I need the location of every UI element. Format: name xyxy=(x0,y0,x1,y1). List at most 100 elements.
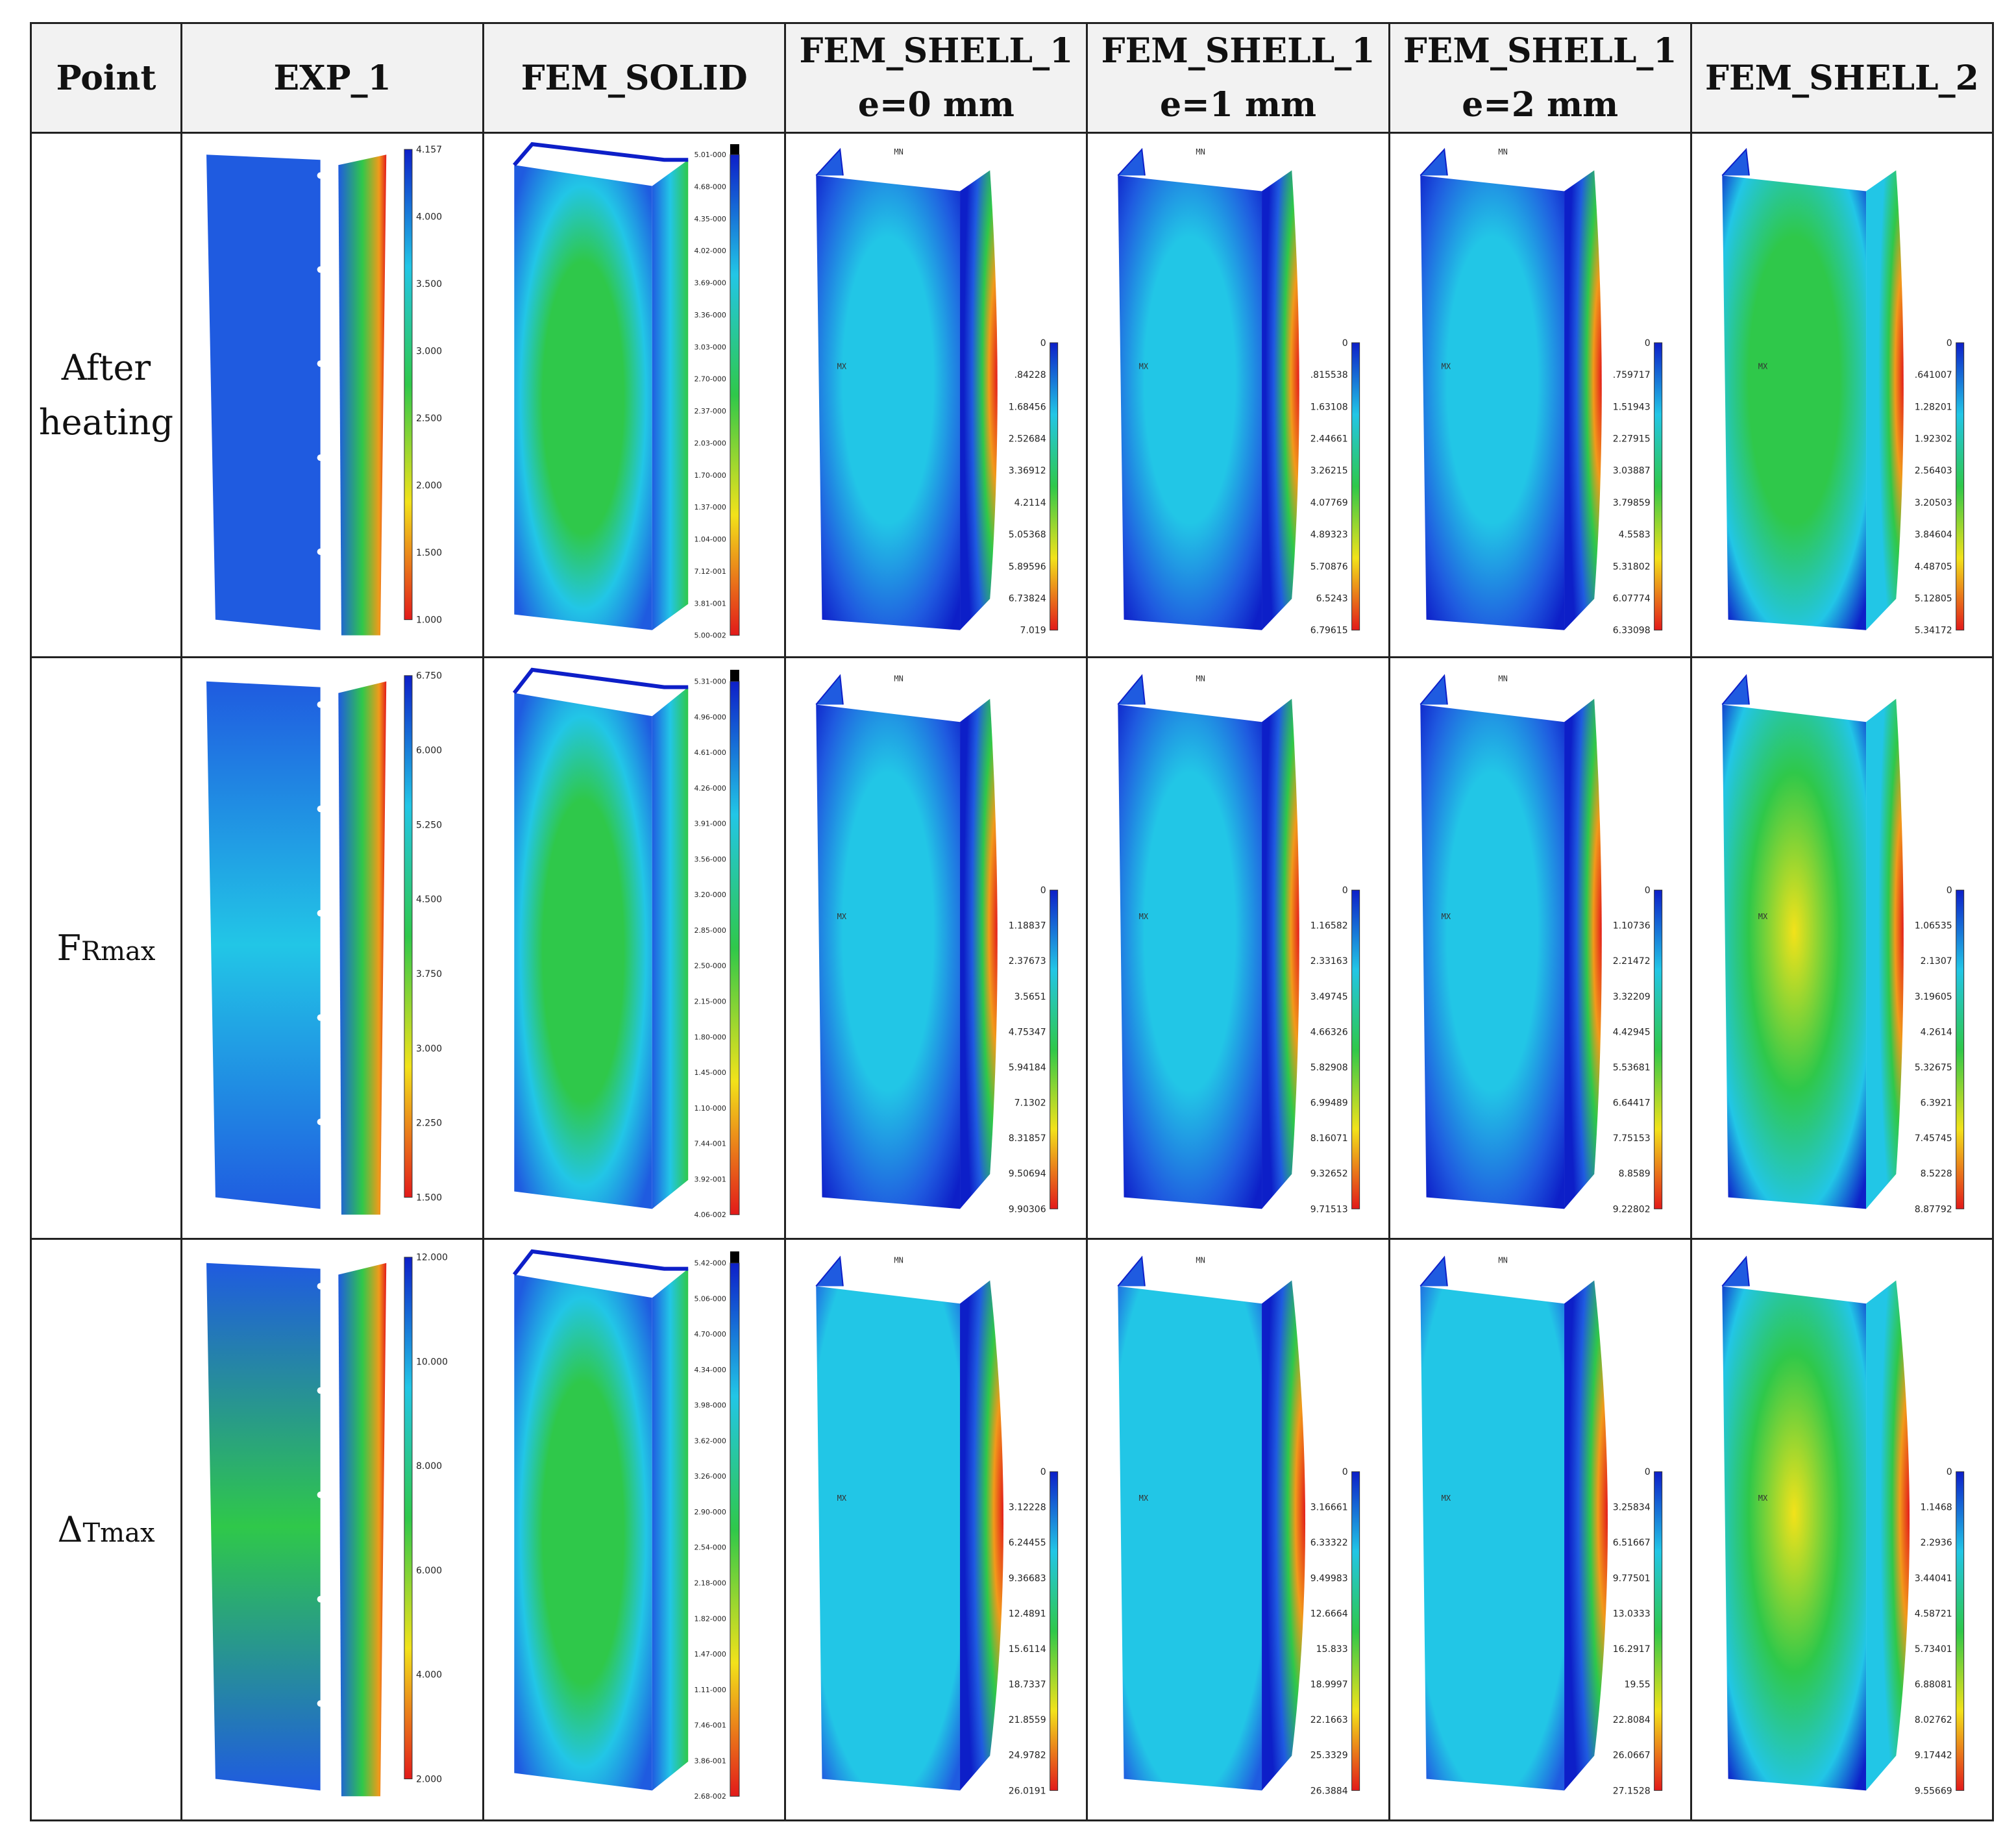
scale-tick-label: .84228 xyxy=(1014,370,1046,380)
scale-tick-label: 12.4891 xyxy=(1009,1609,1046,1620)
scale-tick-label: 1.04-000 xyxy=(695,536,726,544)
shell-flange xyxy=(1420,674,1448,706)
scale-tick-label: 9.50694 xyxy=(1009,1169,1046,1179)
color-scale-bar xyxy=(730,1263,740,1797)
missing-point xyxy=(317,549,324,556)
cell-shell1-e1: MN MX 0 3.16661 6.33322 9.49983 12.6664 15.833 1… xyxy=(1088,1240,1388,1819)
scale-tick-label: 3.36-000 xyxy=(695,311,726,319)
scale-tick-label: 5.250 xyxy=(416,820,442,831)
scale-tick-label: 9.17442 xyxy=(1915,1751,1952,1761)
contour-plot: MN MX 0 .84228 1.68456 2.52684 3.36912 4.2114 5.… xyxy=(815,148,1059,636)
scale-top-cap xyxy=(730,144,740,156)
shell-main-face xyxy=(1118,1286,1262,1791)
shell-main-face xyxy=(1118,704,1262,1209)
color-scale-bar xyxy=(404,149,413,621)
scale-tick-label: 5.31-000 xyxy=(695,678,726,686)
cell-shell1-e2: MN MX 0 .759717 1.51943 2.27915 3.03887 3.79859… xyxy=(1390,134,1690,656)
scale-tick-label: 9.90306 xyxy=(1009,1205,1046,1215)
solid-side-face xyxy=(652,1269,689,1791)
missing-point xyxy=(317,266,324,273)
missing-point xyxy=(329,1352,336,1359)
cell-shell1-e2: MN MX 0 3.25834 6.51667 9.77501 13.0333 16.2917… xyxy=(1390,1240,1690,1819)
scale-tick-label: 9.77501 xyxy=(1612,1573,1650,1584)
scale-tick-label: 9.22802 xyxy=(1612,1205,1650,1215)
missing-point xyxy=(317,1596,324,1603)
scale-tick-label: 6.5243 xyxy=(1316,594,1348,604)
scale-tick-label: 0 xyxy=(1947,1467,1952,1477)
mn-marker: MN xyxy=(894,148,904,157)
scale-tick-label: 8.5228 xyxy=(1920,1169,1952,1179)
scale-tick-label: 2.44661 xyxy=(1310,434,1348,445)
scale-tick-label: 3.16661 xyxy=(1310,1503,1348,1513)
shell-flange xyxy=(1721,1255,1750,1287)
exp-main-face xyxy=(206,682,321,1209)
scale-tick-label: 6.33322 xyxy=(1310,1538,1348,1549)
scale-tick-label: 5.34172 xyxy=(1915,626,1952,636)
scale-tick-label: 12.6664 xyxy=(1310,1609,1348,1620)
scale-tick-label: 9.55669 xyxy=(1915,1786,1952,1797)
scale-tick-label: 4.26-000 xyxy=(695,784,726,793)
row-label-line1: After xyxy=(61,347,151,389)
shell-side-face xyxy=(1262,698,1300,1209)
scale-tick-label: 3.62-000 xyxy=(695,1437,726,1446)
header-row: Point EXP_1 FEM_SOLID FEM_SHELL_1 e=0 mm … xyxy=(30,21,1995,134)
scale-tick-label: 3.86-001 xyxy=(695,1757,726,1766)
missing-point xyxy=(317,1700,324,1707)
scale-tick-label: 2.33163 xyxy=(1310,957,1348,967)
scale-top-cap xyxy=(730,670,740,682)
scale-tick-label: 6.51667 xyxy=(1612,1538,1650,1549)
mn-marker: MN xyxy=(1498,674,1507,684)
shell-main-face xyxy=(1722,1286,1866,1791)
scale-tick-label: 13.0333 xyxy=(1612,1609,1650,1620)
scale-tick-label: 18.9997 xyxy=(1310,1680,1348,1690)
scale-tick-label: 5.53681 xyxy=(1612,1063,1650,1073)
scale-tick-label: 4.66326 xyxy=(1310,1028,1348,1038)
scale-tick-label: 1.10736 xyxy=(1612,921,1650,931)
header-shell0-line2: e=0 mm xyxy=(857,85,1014,125)
mx-marker: MX xyxy=(1441,1494,1451,1503)
contour-plot: MN MX 0 1.10736 2.21472 3.32209 4.42945 5.53681… xyxy=(1420,674,1662,1215)
scale-tick-label: 4.58721 xyxy=(1915,1609,1952,1620)
scale-tick-label: 3.5651 xyxy=(1014,992,1046,1002)
contour-plot: MN MX 0 3.16661 6.33322 9.49983 12.6664 15.833 1… xyxy=(1117,1255,1360,1797)
shell-side-face xyxy=(1865,170,1904,631)
scale-tick-label: 0 xyxy=(1342,338,1348,349)
missing-point xyxy=(329,517,336,524)
missing-point xyxy=(323,1318,330,1325)
scale-tick-label: 1.000 xyxy=(416,615,442,626)
row-label-dtmax: ΔTmax xyxy=(30,1238,182,1822)
header-shell2-line2: e=2 mm xyxy=(1462,85,1619,125)
cell-exp: 6.750 6.000 5.250 4.500 3.750 3.000 2.250 1.500 xyxy=(182,658,482,1238)
scale-tick-label: 1.80-000 xyxy=(695,1033,726,1042)
scale-tick-label: 0 xyxy=(1342,885,1348,896)
missing-point xyxy=(329,1084,336,1091)
shell-main-face xyxy=(816,1286,961,1791)
shell-flange xyxy=(1117,1255,1146,1287)
scale-tick-label: .641007 xyxy=(1915,370,1952,380)
exp-side-face xyxy=(338,682,387,1215)
shell-main-face xyxy=(1420,1286,1564,1791)
scale-tick-label: 7.1302 xyxy=(1014,1098,1046,1109)
missing-point xyxy=(329,1457,336,1464)
scale-tick-label: 2.500 xyxy=(416,413,442,424)
scale-tick-label: 2.37673 xyxy=(1009,957,1046,967)
scale-tick-label: 2.21472 xyxy=(1612,957,1650,967)
scale-tick-label: 1.18837 xyxy=(1009,921,1046,931)
shell-flange xyxy=(1721,674,1750,706)
scale-tick-label: 3.98-000 xyxy=(695,1401,726,1410)
scale-tick-label: 6.79615 xyxy=(1310,626,1348,636)
shell-flange xyxy=(1420,148,1448,177)
missing-point xyxy=(323,1422,330,1429)
scale-tick-label: 2.52684 xyxy=(1009,434,1046,445)
missing-point xyxy=(323,297,330,304)
missing-point xyxy=(317,1492,324,1499)
scale-tick-label: 15.833 xyxy=(1316,1644,1348,1655)
missing-point xyxy=(323,204,330,211)
shell-side-face xyxy=(1865,1280,1910,1791)
shell-flange xyxy=(815,148,844,177)
scale-tick-label: 6.88081 xyxy=(1915,1680,1952,1690)
row-label-main: Δ xyxy=(57,1509,83,1551)
scale-tick-label: 2.50-000 xyxy=(695,962,726,970)
shell-flange xyxy=(815,674,844,706)
color-scale-bar xyxy=(1955,342,1964,631)
